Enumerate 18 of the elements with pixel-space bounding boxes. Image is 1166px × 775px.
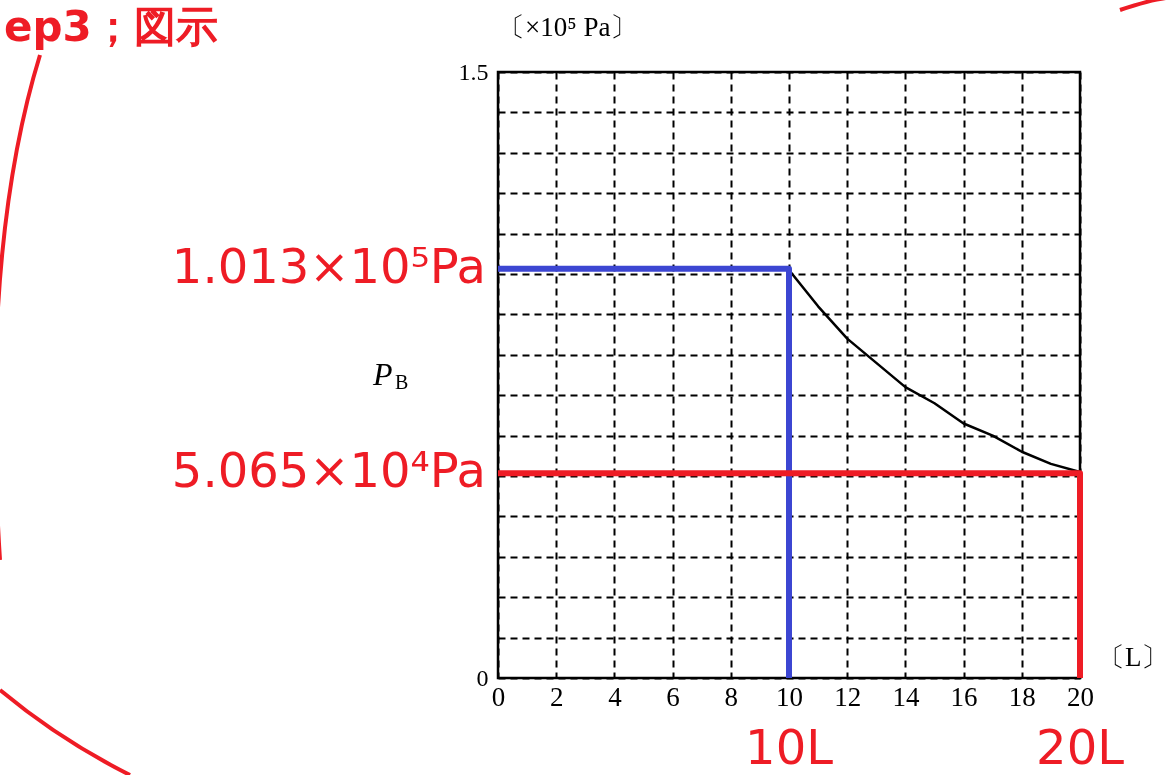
annotation: 10L — [745, 719, 834, 775]
x-axis-title: 〔L〕 — [1098, 642, 1166, 672]
x-tick-label: 12 — [834, 681, 862, 712]
text: ep3；図示 — [4, 2, 218, 51]
x-tick-label: 2 — [549, 681, 564, 712]
x-tick-label: 4 — [608, 681, 623, 712]
x-tick-label: 8 — [724, 681, 739, 712]
annotation: 1.013×10⁵Pa — [171, 237, 486, 294]
annotation: 5.065×10⁴Pa — [171, 442, 486, 499]
x-tick-label: 10 — [776, 681, 803, 712]
x-tick-label: 16 — [950, 681, 978, 712]
x-tick-label: 18 — [1008, 681, 1036, 712]
annotation: 20L — [1036, 719, 1125, 775]
x-tick-label: 6 — [666, 681, 680, 712]
text: 〔×10⁵ Pa〕 — [498, 12, 638, 42]
y-tick-label: 1.5 — [458, 58, 489, 85]
x-tick-label: 20 — [1067, 681, 1094, 712]
x-tick-label: 14 — [892, 681, 920, 712]
